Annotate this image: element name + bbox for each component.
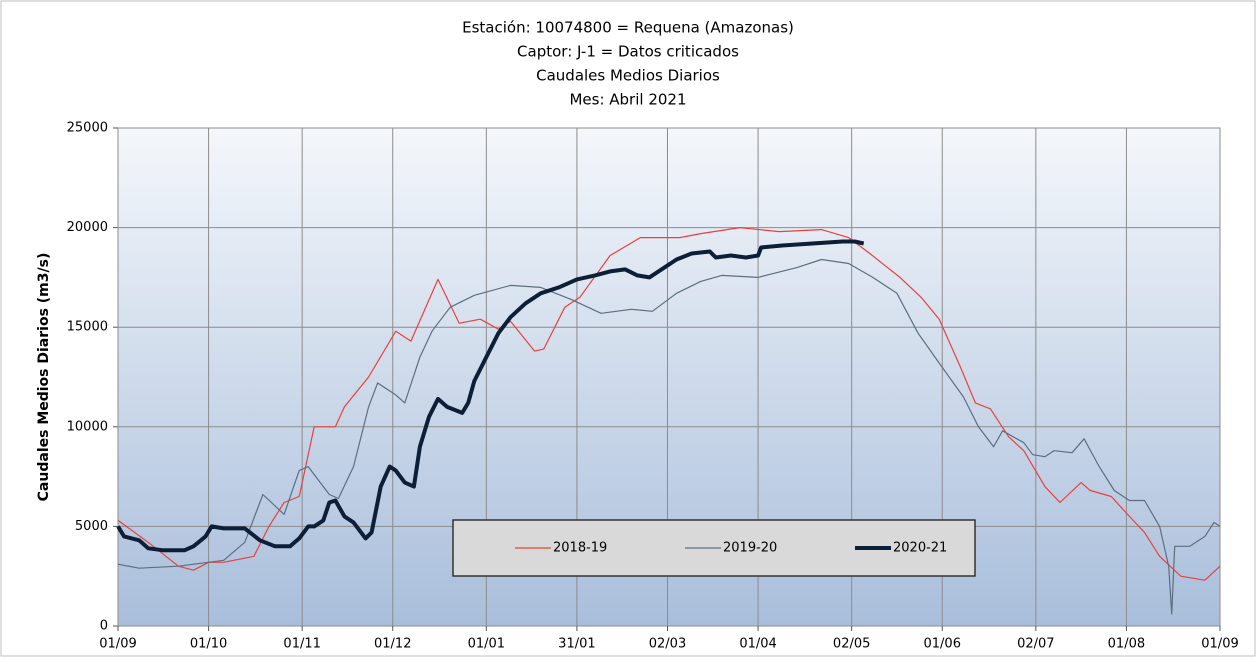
chart-title: Caudales Medios Diarios	[536, 67, 720, 85]
series-line	[116, 239, 865, 553]
y-tick-label: 5000	[75, 519, 108, 534]
y-tick-label: 25000	[67, 121, 108, 136]
series-line	[117, 227, 1221, 581]
x-tick-label: 02/07	[1017, 637, 1054, 652]
series-line	[117, 258, 1221, 615]
x-tick-label: 01/01	[468, 637, 505, 652]
chart-title: Captor: J-1 = Datos criticados	[517, 43, 739, 61]
chart-title: Estación: 10074800 = Requena (Amazonas)	[462, 19, 794, 37]
y-tick-label: 0	[100, 619, 108, 634]
legend-label: 2018-19	[553, 541, 607, 556]
y-tick-label: 10000	[67, 419, 108, 434]
x-tick-label: 01/09	[99, 637, 136, 652]
x-tick-label: 01/09	[1201, 637, 1238, 652]
y-tick-label: 15000	[67, 320, 108, 335]
x-tick-label: 02/05	[833, 637, 870, 652]
chart-title: Mes: Abril 2021	[569, 91, 686, 109]
x-tick-label: 01/12	[374, 637, 411, 652]
y-axis-label: Caudales Medios Diarios (m3/s)	[36, 253, 52, 502]
x-tick-label: 01/06	[924, 637, 961, 652]
x-tick-label: 02/03	[649, 637, 686, 652]
x-tick-label: 01/04	[739, 637, 776, 652]
y-tick-label: 20000	[67, 220, 108, 235]
x-tick-label: 01/10	[190, 637, 227, 652]
x-tick-label: 31/01	[558, 637, 595, 652]
x-tick-label: 01/11	[283, 637, 320, 652]
legend-label: 2020-21	[893, 541, 947, 556]
x-tick-label: 01/08	[1108, 637, 1145, 652]
legend-label: 2019-20	[723, 541, 777, 556]
